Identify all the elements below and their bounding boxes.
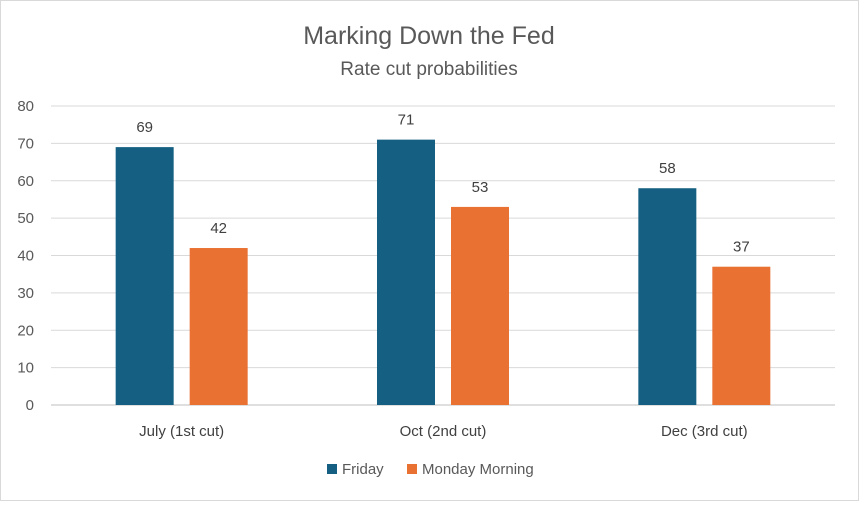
legend-label: Friday: [342, 461, 384, 478]
legend: Friday Monday Morning: [327, 461, 534, 478]
y-tick-label: 60: [17, 173, 34, 190]
y-tick-label: 50: [17, 210, 34, 227]
data-label: 69: [136, 119, 153, 136]
bar-monday-morning: [451, 206, 509, 405]
data-label: 37: [733, 239, 750, 256]
x-category-label: Dec (3rd cut): [661, 423, 748, 440]
y-tick-label: 0: [26, 397, 34, 414]
y-tick-label: 40: [17, 248, 34, 265]
legend-swatch: [327, 464, 337, 474]
legend-label: Monday Morning: [422, 461, 534, 478]
data-label: 53: [472, 179, 489, 196]
bar-monday-morning: [189, 248, 248, 405]
data-label: 42: [210, 220, 227, 237]
y-axis-ticks: 0 10 20 30 40 50 60 70 80: [17, 98, 34, 414]
x-axis-categories: July (1st cut) Oct (2nd cut) Dec (3rd cut): [139, 423, 748, 440]
data-label: 71: [398, 112, 415, 129]
legend-swatch: [407, 464, 417, 474]
x-category-label: July (1st cut): [139, 423, 224, 440]
bar-friday: [638, 188, 697, 405]
bar-friday: [377, 139, 435, 405]
chart-title: Marking Down the Fed: [303, 22, 555, 50]
x-category-label: Oct (2nd cut): [400, 423, 487, 440]
bars: [115, 139, 771, 406]
y-tick-label: 20: [17, 322, 34, 339]
y-tick-label: 70: [17, 135, 34, 152]
y-tick-label: 10: [17, 360, 34, 377]
y-tick-label: 80: [17, 98, 34, 115]
data-label: 58: [659, 160, 676, 177]
gridlines: [51, 105, 835, 406]
y-tick-label: 30: [17, 285, 34, 302]
chart-subtitle: Rate cut probabilities: [340, 59, 517, 80]
bar-monday-morning: [712, 266, 771, 405]
data-labels: 69 42 71 53 58 37: [136, 112, 749, 256]
bar-friday: [115, 147, 174, 406]
